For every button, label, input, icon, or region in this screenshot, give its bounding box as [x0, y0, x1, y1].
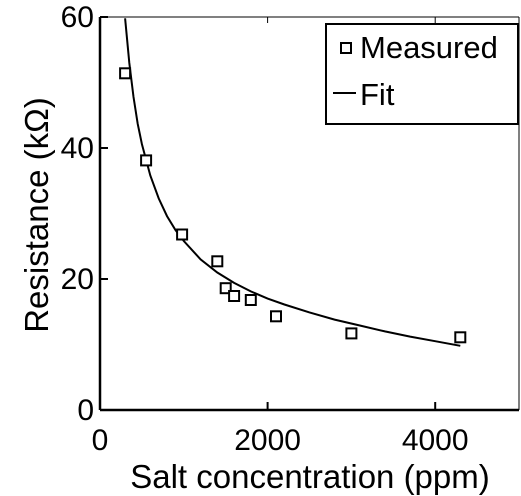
- measured-point: [228, 290, 241, 302]
- measured-point: [219, 282, 232, 295]
- legend-box: [325, 23, 519, 125]
- y-ticks: [100, 16, 108, 411]
- y-tick-label: 20: [61, 263, 94, 296]
- y-tick-label: 40: [61, 132, 94, 165]
- legend-measured-label: Measured: [360, 30, 498, 65]
- x-tick-label: 2000: [234, 424, 301, 457]
- legend-fit-label: Fit: [360, 77, 395, 112]
- y-tick-label: 60: [61, 1, 94, 34]
- y-axis-label: Resistance (kΩ): [18, 97, 55, 333]
- legend: Measured Fit: [325, 23, 519, 125]
- measured-point: [140, 154, 153, 167]
- x-tick-labels: 0 2000 4000: [92, 424, 469, 457]
- x-tick-label: 4000: [402, 424, 469, 457]
- measured-point: [244, 294, 257, 306]
- measured-point: [345, 327, 358, 340]
- legend-measured-marker: [340, 42, 352, 54]
- fit-line: [124, 18, 461, 347]
- measured-point: [270, 310, 282, 323]
- y-tick-label: 0: [77, 394, 94, 427]
- x-tick-label: 0: [92, 424, 109, 457]
- measured-point: [454, 331, 467, 344]
- x-axis-label: Salt concentration (ppm): [130, 458, 490, 495]
- measured-point: [119, 67, 132, 80]
- y-tick-labels: 0 20 40 60: [61, 1, 94, 427]
- measured-points: [119, 67, 467, 344]
- measured-point: [211, 255, 224, 268]
- measured-point: [176, 228, 189, 241]
